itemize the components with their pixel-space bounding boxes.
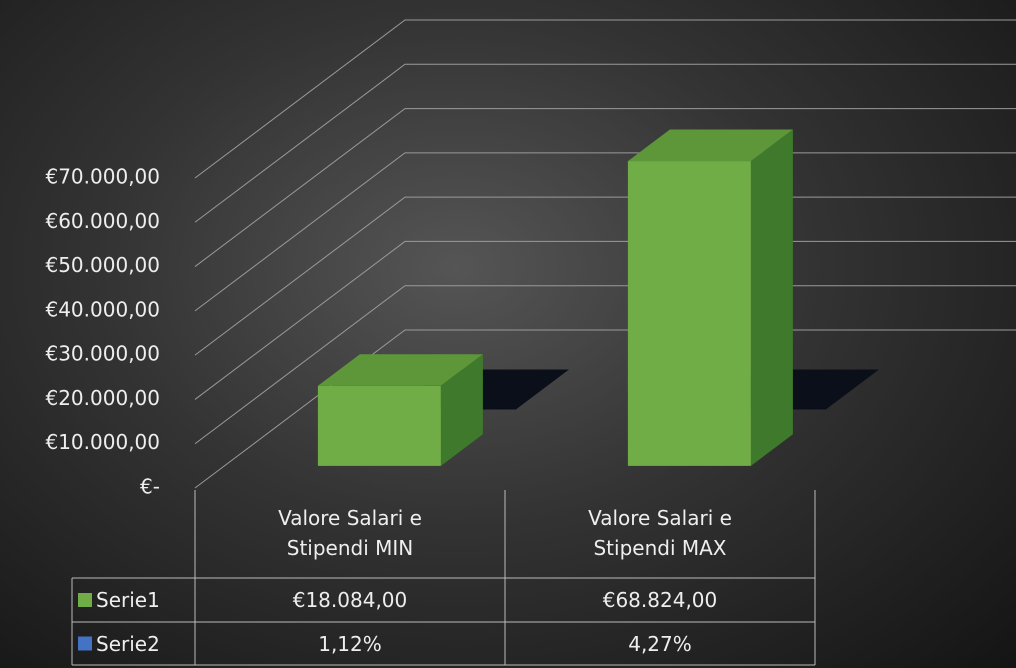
category-label-text: Valore Salari e Stipendi MIN	[278, 506, 422, 560]
legend-key	[78, 636, 92, 651]
data-table-value-text: €18.084,00	[292, 588, 408, 612]
data-table-value-text: 1,12%	[318, 631, 382, 656]
grid-line	[194, 108, 1016, 267]
data-table-value: 4,27%	[505, 622, 815, 665]
legend-key	[78, 593, 92, 607]
category-label: Valore Salari e Stipendi MIN	[255, 488, 445, 578]
bar-serie1-top	[627, 129, 793, 162]
legend-label-text: Serie2	[96, 631, 160, 656]
y-tick-label: €60.000,00	[45, 209, 160, 233]
data-table-value: 1,12%	[195, 622, 505, 665]
category-label-text: Valore Salari e Stipendi MAX	[588, 506, 732, 560]
grid-line	[194, 329, 1016, 489]
legend-label: Serie1	[96, 578, 193, 622]
data-table-value: €68.824,00	[505, 578, 815, 622]
bar-serie1-side	[750, 129, 793, 466]
bar-serie1-side	[440, 354, 483, 466]
bar-serie2-side	[516, 369, 569, 409]
grid-line	[194, 19, 1016, 179]
bar-serie1-front	[627, 161, 751, 466]
data-table-value-text: 4,27%	[628, 631, 692, 656]
grid-line	[194, 196, 1016, 356]
y-tick-label: €40.000,00	[45, 297, 160, 321]
bar-serie1	[317, 354, 483, 466]
y-tick-label: €50.000,00	[45, 253, 160, 277]
grid-line	[194, 240, 1016, 400]
data-table-value-text: €68.824,00	[602, 588, 718, 612]
grid-line	[194, 152, 1016, 312]
bar-serie2-side	[826, 369, 879, 409]
y-tick-label: €70.000,00	[45, 165, 160, 189]
category-label: Valore Salari e Stipendi MAX	[565, 488, 755, 578]
y-tick-label: €10.000,00	[45, 430, 160, 454]
y-tick-label: €30.000,00	[45, 342, 160, 366]
bar-serie1-top	[317, 354, 483, 386]
grid-line	[194, 285, 1016, 445]
legend-label: Serie2	[96, 622, 193, 665]
grid-line	[194, 63, 1016, 223]
y-tick-label: €20.000,00	[45, 386, 160, 410]
data-table-value: €18.084,00	[195, 578, 505, 622]
y-tick-label: €-	[140, 475, 160, 499]
bar-serie1	[627, 129, 793, 466]
bar-serie1-front	[317, 385, 441, 466]
legend-label-text: Serie1	[96, 588, 160, 612]
